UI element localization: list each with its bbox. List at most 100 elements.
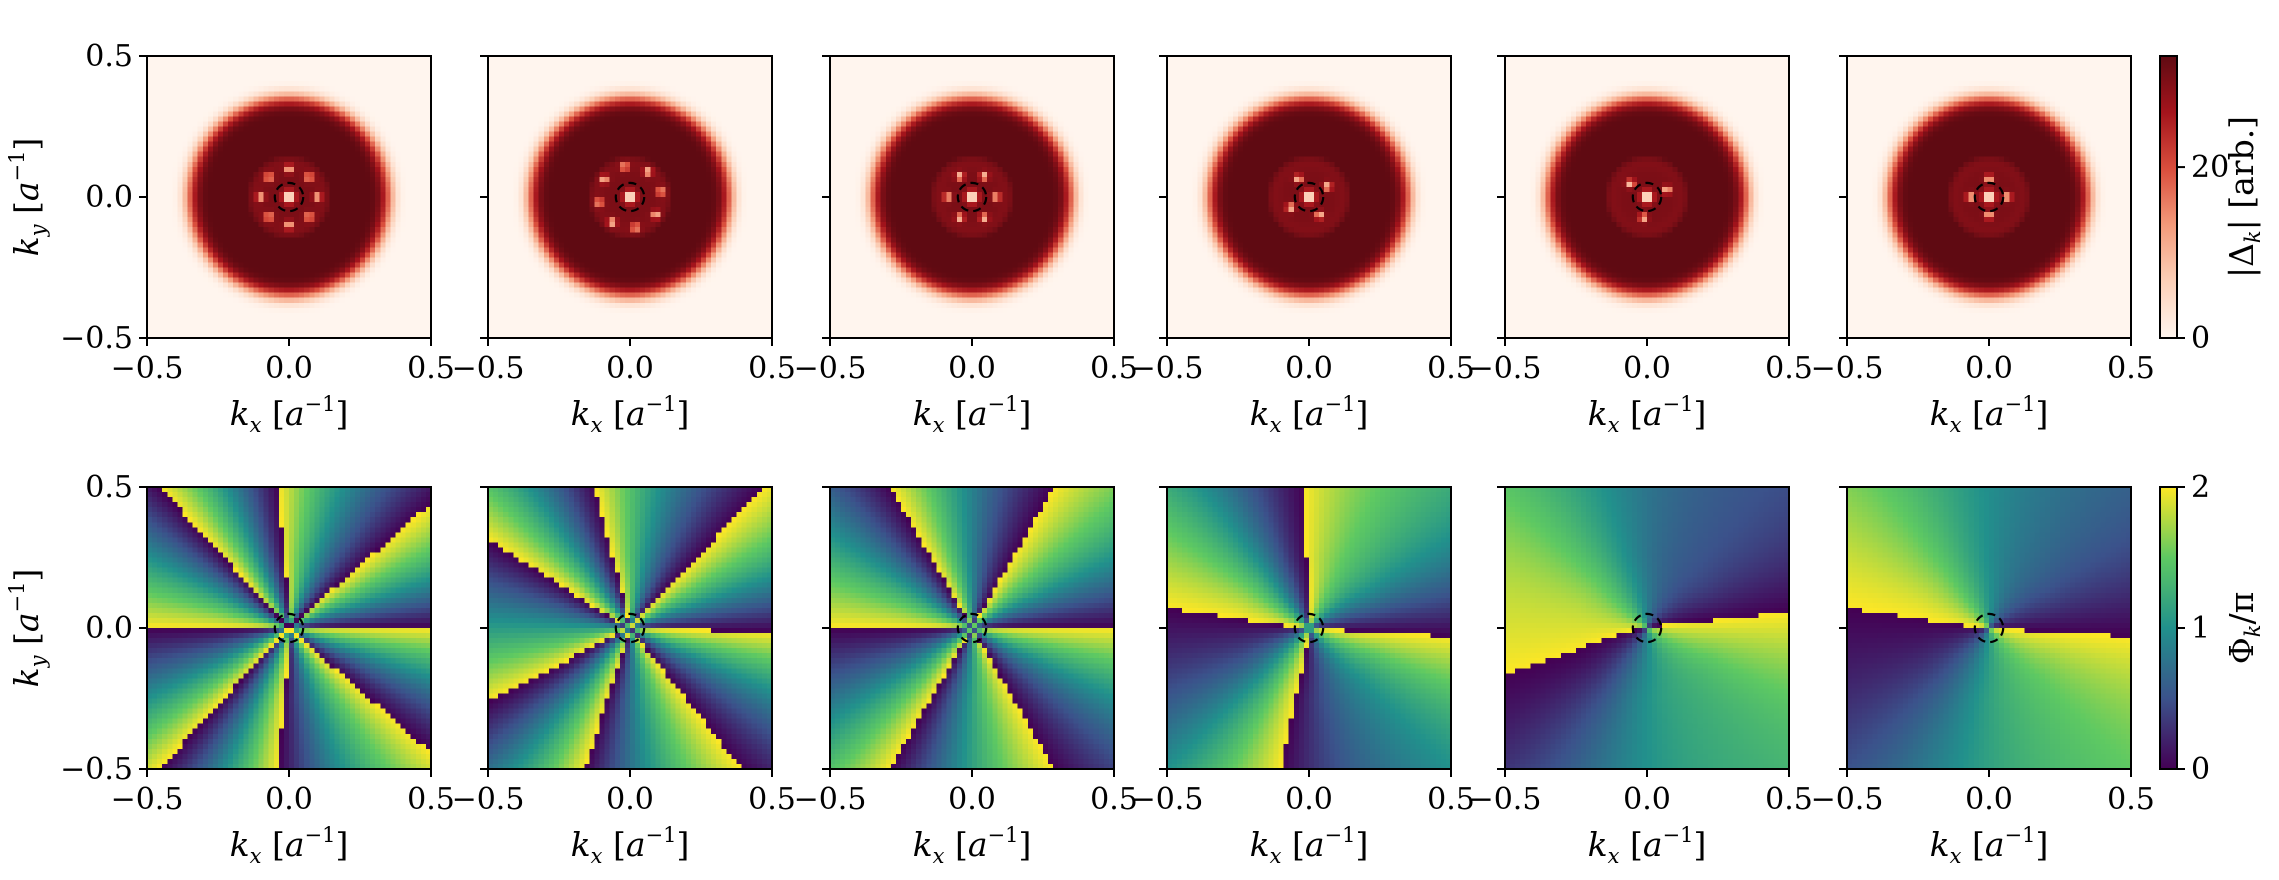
- x-tick-label: 0.5: [2107, 351, 2155, 386]
- panel-phase-1: −0.5 0.0 0.5 −0.5 0.0 0.5 kx [a−1] ky [a−1]: [5, 470, 455, 868]
- panel-magnitude-1: −0.5 0.0 0.5 −0.5 0.0 0.5 kx [a−1] ky [a−1]: [5, 39, 455, 437]
- y-tick-label: 0.0: [85, 180, 133, 215]
- dashed-circle: [1631, 612, 1663, 644]
- x-tick-label: −0.5: [1131, 782, 1204, 817]
- panel-magnitude-3: −0.5 0.0 0.5 kx [a−1]: [794, 55, 1138, 437]
- x-tick-label: −0.5: [452, 351, 525, 386]
- x-tick-label: 0.5: [407, 351, 455, 386]
- dashed-circle: [1973, 612, 2005, 644]
- panel-phase-6: −0.5 0.0 0.5 kx [a−1]: [1811, 486, 2155, 868]
- x-tick-label: 0.5: [407, 782, 455, 817]
- x-tick-label: 0.0: [606, 782, 654, 817]
- x-tick-label: 0.0: [606, 351, 654, 386]
- heatmap-image: [1847, 56, 2131, 338]
- dashed-circle: [273, 612, 305, 644]
- colorbar-tick-label: 0: [2191, 321, 2210, 356]
- x-axis-label: kx [a−1]: [913, 823, 1032, 868]
- heatmap-image: [1505, 487, 1789, 769]
- y-axis-label: ky [a−1]: [5, 569, 50, 688]
- x-tick-label: 0.5: [748, 782, 796, 817]
- colorbar-tick-label: 1: [2191, 611, 2210, 646]
- dashed-circle: [614, 612, 646, 644]
- colorbar-label: |Δk| [arb.]: [2222, 116, 2265, 278]
- heatmap-image: [830, 487, 1114, 769]
- y-tick-label: −0.5: [60, 321, 133, 356]
- x-tick-label: 0.0: [1623, 782, 1671, 817]
- dashed-circle: [956, 181, 988, 213]
- row-magnitude: −0.5 0.0 0.5−0.50.00.5kx [a−1]ky [a−1]−0.5…: [5, 39, 2265, 437]
- x-tick-label: 0.5: [1427, 782, 1475, 817]
- x-tick-label: 0.5: [1427, 351, 1475, 386]
- x-tick-label: −0.5: [794, 351, 867, 386]
- row-phase: −0.5 0.0 0.5−0.50.00.5kx [a−1]ky [a−1]−0.5…: [5, 470, 2265, 868]
- x-tick-label: −0.5: [452, 782, 525, 817]
- x-tick-label: 0.5: [1090, 351, 1138, 386]
- x-tick-label: 0.0: [1965, 351, 2013, 386]
- x-axis-label: kx [a−1]: [230, 823, 349, 868]
- colorbar-tick-label: 0: [2191, 752, 2210, 787]
- x-tick-label: −0.5: [111, 782, 184, 817]
- x-tick-label: 0.0: [948, 351, 996, 386]
- x-tick-label: −0.5: [1131, 351, 1204, 386]
- x-tick-label: 0.5: [1765, 351, 1813, 386]
- x-axis-label: kx [a−1]: [1588, 823, 1707, 868]
- panel-phase-5: −0.5 0.0 0.5 kx [a−1]: [1469, 486, 1813, 868]
- panel-magnitude-5: −0.5 0.0 0.5 kx [a−1]: [1469, 55, 1813, 437]
- x-tick-label: 0.0: [1623, 351, 1671, 386]
- colorbar-magnitude: 0 20|Δk| [arb.]: [2159, 55, 2265, 356]
- panel-phase-3: −0.5 0.0 0.5 kx [a−1]: [794, 486, 1138, 868]
- panel-magnitude-2: −0.5 0.0 0.5 kx [a−1]: [452, 55, 796, 437]
- panel-phase-2: −0.5 0.0 0.5 kx [a−1]: [452, 486, 796, 868]
- dashed-circle: [1631, 181, 1663, 213]
- y-tick-label: 0.5: [85, 470, 133, 505]
- x-axis-label: kx [a−1]: [571, 392, 690, 437]
- heatmap-image: [147, 487, 431, 769]
- colorbar-tick-label: 2: [2191, 470, 2210, 505]
- dashed-circle: [614, 181, 646, 213]
- y-axis-label: ky [a−1]: [5, 138, 50, 257]
- x-axis-label: kx [a−1]: [1588, 392, 1707, 437]
- x-tick-label: 0.5: [1090, 782, 1138, 817]
- colorbar-label: Φk/π: [2222, 592, 2265, 665]
- x-tick-label: 0.0: [265, 351, 313, 386]
- x-tick-label: −0.5: [1811, 351, 1884, 386]
- dashed-circle: [273, 181, 305, 213]
- dashed-circle: [956, 612, 988, 644]
- colorbar-tick-label: 20: [2191, 150, 2229, 185]
- x-axis-label: kx [a−1]: [913, 392, 1032, 437]
- heatmap-image: [1167, 487, 1451, 769]
- y-tick-label: −0.5: [60, 752, 133, 787]
- x-axis-label: kx [a−1]: [571, 823, 690, 868]
- x-tick-label: −0.5: [1811, 782, 1884, 817]
- x-tick-label: 0.5: [1765, 782, 1813, 817]
- panel-magnitude-6: −0.5 0.0 0.5 kx [a−1]: [1811, 55, 2155, 437]
- y-tick-label: 0.0: [85, 611, 133, 646]
- x-tick-label: 0.5: [748, 351, 796, 386]
- heatmap-image: [1167, 56, 1451, 338]
- x-tick-label: −0.5: [111, 351, 184, 386]
- heatmap-image: [830, 56, 1114, 338]
- heatmap-image: [147, 56, 431, 338]
- x-tick-label: −0.5: [1469, 351, 1542, 386]
- heatmap-image: [488, 56, 772, 338]
- colorbar-phase: 0 1 2 Φk/π: [2159, 470, 2265, 787]
- panel-magnitude-4: −0.5 0.0 0.5 kx [a−1]: [1131, 55, 1475, 437]
- x-tick-label: 0.5: [2107, 782, 2155, 817]
- x-tick-label: 0.0: [1285, 782, 1333, 817]
- dashed-circle: [1293, 181, 1325, 213]
- dashed-circle: [1973, 181, 2005, 213]
- x-axis-label: kx [a−1]: [1250, 823, 1369, 868]
- x-axis-label: kx [a−1]: [230, 392, 349, 437]
- x-axis-label: kx [a−1]: [1930, 823, 2049, 868]
- plot-area: −0.5 0.0 0.5−0.50.00.5kx [a−1]ky [a−1]−0.5…: [5, 39, 2265, 868]
- x-tick-label: 0.0: [265, 782, 313, 817]
- panel-phase-4: −0.5 0.0 0.5 kx [a−1]: [1131, 486, 1475, 868]
- x-axis-label: kx [a−1]: [1250, 392, 1369, 437]
- colorbar-gradient: [2159, 55, 2178, 339]
- colorbar-gradient: [2159, 486, 2178, 770]
- y-tick-label: 0.5: [85, 39, 133, 74]
- x-axis-label: kx [a−1]: [1930, 392, 2049, 437]
- x-tick-label: 0.0: [948, 782, 996, 817]
- x-tick-label: 0.0: [1285, 351, 1333, 386]
